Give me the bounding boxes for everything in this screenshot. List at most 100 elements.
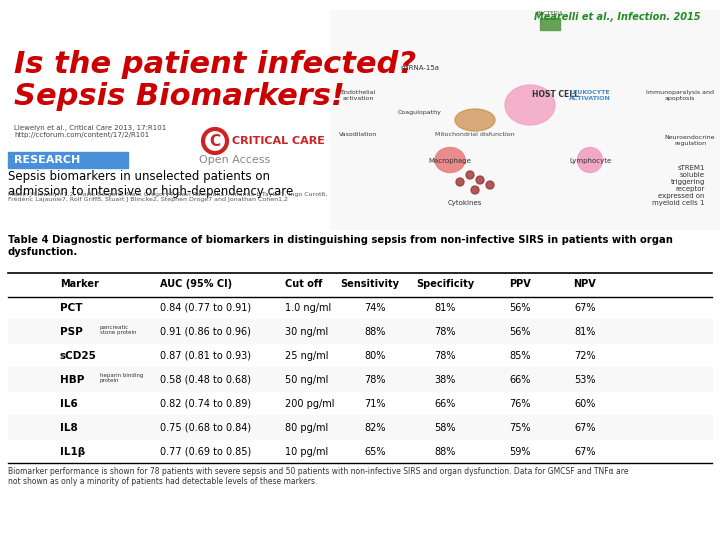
Ellipse shape xyxy=(577,147,603,172)
Text: Macrophage: Macrophage xyxy=(428,158,472,164)
Text: Is the patient infected?: Is the patient infected? xyxy=(14,50,416,79)
Text: Cut off: Cut off xyxy=(285,279,323,289)
Text: 66%: 66% xyxy=(509,375,531,385)
Text: AUC (95% CI): AUC (95% CI) xyxy=(160,279,232,289)
Circle shape xyxy=(476,176,484,184)
Text: PCT: PCT xyxy=(60,303,83,313)
Text: 10 pg/ml: 10 pg/ml xyxy=(285,447,328,457)
Text: 78%: 78% xyxy=(434,327,456,337)
Bar xyxy=(8,415,712,439)
Text: RESEARCH: RESEARCH xyxy=(14,155,80,165)
Text: 88%: 88% xyxy=(434,447,456,457)
Circle shape xyxy=(471,186,479,194)
Text: BACTERIA: BACTERIA xyxy=(536,11,563,16)
Text: 78%: 78% xyxy=(364,375,386,385)
Text: Open Access: Open Access xyxy=(199,155,270,165)
Text: CRITICAL CARE: CRITICAL CARE xyxy=(232,136,325,146)
Text: Table 4 Diagnostic performance of biomarkers in distinguishing sepsis from non-i: Table 4 Diagnostic performance of biomar… xyxy=(8,235,673,256)
Text: 81%: 81% xyxy=(434,303,456,313)
Text: NPV: NPV xyxy=(574,279,596,289)
Text: Immunoparalysis and
apoptosis: Immunoparalysis and apoptosis xyxy=(646,90,714,101)
Text: Sepsis Biomarkers!: Sepsis Biomarkers! xyxy=(14,82,345,111)
Text: heparin binding
protein: heparin binding protein xyxy=(100,373,143,383)
Ellipse shape xyxy=(455,109,495,131)
Bar xyxy=(8,319,712,343)
Text: Coagulopathy: Coagulopathy xyxy=(398,110,442,115)
Text: HBP: HBP xyxy=(60,375,84,385)
Text: Endothelial
activation: Endothelial activation xyxy=(341,90,376,101)
Text: 38%: 38% xyxy=(434,375,456,385)
Text: 80 pg/ml: 80 pg/ml xyxy=(285,423,328,433)
Bar xyxy=(330,10,720,230)
Text: 56%: 56% xyxy=(509,303,531,313)
Circle shape xyxy=(466,171,474,179)
Text: 67%: 67% xyxy=(575,447,595,457)
Text: Frédéric Lajaunie7, Rolf Griff8, Stuart J Blincke2, Stephen Droge7 and Jonathan : Frédéric Lajaunie7, Rolf Griff8, Stuart … xyxy=(8,197,288,202)
Text: 80%: 80% xyxy=(364,351,386,361)
Text: pancreatic
stone protein: pancreatic stone protein xyxy=(100,325,137,335)
Text: 67%: 67% xyxy=(575,423,595,433)
Text: 0.82 (0.74 to 0.89): 0.82 (0.74 to 0.89) xyxy=(160,399,251,409)
Text: Cytokines: Cytokines xyxy=(448,200,482,206)
Text: 25 ng/ml: 25 ng/ml xyxy=(285,351,328,361)
Text: 200 pg/ml: 200 pg/ml xyxy=(285,399,335,409)
Bar xyxy=(540,18,560,30)
Text: IL8: IL8 xyxy=(60,423,78,433)
Text: miRNA-15a: miRNA-15a xyxy=(400,65,439,71)
Text: sTREM1
soluble
triggering
receptor
expressed on
myeloid cells 1: sTREM1 soluble triggering receptor expre… xyxy=(652,165,705,206)
Text: 71%: 71% xyxy=(364,399,386,409)
Text: 65%: 65% xyxy=(364,447,386,457)
Text: 58%: 58% xyxy=(434,423,456,433)
Ellipse shape xyxy=(505,85,555,125)
Text: 59%: 59% xyxy=(509,447,531,457)
Text: 67%: 67% xyxy=(575,303,595,313)
Text: 0.87 (0.81 to 0.93): 0.87 (0.81 to 0.93) xyxy=(160,351,251,361)
Circle shape xyxy=(456,178,464,186)
Text: 50 ng/ml: 50 ng/ml xyxy=(285,375,328,385)
Text: 0.58 (0.48 to 0.68): 0.58 (0.48 to 0.68) xyxy=(160,375,251,385)
Text: 74%: 74% xyxy=(364,303,386,313)
Text: Martin J Llewelyn 1,2, Mario Berger3, Mark Gregory4, Ravi Ramaiah5, Amanda L Tay: Martin J Llewelyn 1,2, Mario Berger3, Ma… xyxy=(8,192,328,197)
Text: 66%: 66% xyxy=(434,399,456,409)
Text: 1.0 ng/ml: 1.0 ng/ml xyxy=(285,303,331,313)
Text: Biomarker performance is shown for 78 patients with severe sepsis and 50 patient: Biomarker performance is shown for 78 pa… xyxy=(8,467,629,487)
Text: 0.77 (0.69 to 0.85): 0.77 (0.69 to 0.85) xyxy=(160,447,251,457)
Text: 0.84 (0.77 to 0.91): 0.84 (0.77 to 0.91) xyxy=(160,303,251,313)
Text: LEUKOCYTE
ACTIVATION: LEUKOCYTE ACTIVATION xyxy=(569,90,611,101)
Text: 75%: 75% xyxy=(509,423,531,433)
Text: Neuroendocrine
regulation: Neuroendocrine regulation xyxy=(665,135,715,146)
Text: Marker: Marker xyxy=(60,279,99,289)
Text: Specificity: Specificity xyxy=(416,279,474,289)
Text: 60%: 60% xyxy=(575,399,595,409)
Text: 88%: 88% xyxy=(364,327,386,337)
Circle shape xyxy=(486,181,494,189)
Text: 30 ng/ml: 30 ng/ml xyxy=(285,327,328,337)
Text: 72%: 72% xyxy=(574,351,596,361)
Text: PPV: PPV xyxy=(509,279,531,289)
Ellipse shape xyxy=(435,147,465,172)
Text: sCD25: sCD25 xyxy=(60,351,97,361)
Text: HOST CELL: HOST CELL xyxy=(531,90,578,99)
Text: 76%: 76% xyxy=(509,399,531,409)
Text: Sensitivity: Sensitivity xyxy=(341,279,400,289)
Bar xyxy=(8,152,128,168)
Text: 78%: 78% xyxy=(434,351,456,361)
Text: 0.91 (0.86 to 0.96): 0.91 (0.86 to 0.96) xyxy=(160,327,251,337)
Text: Sepsis biomarkers in unselected patients on
admission to intensive or high-depen: Sepsis biomarkers in unselected patients… xyxy=(8,170,293,198)
Text: 56%: 56% xyxy=(509,327,531,337)
Text: Lymphocyte: Lymphocyte xyxy=(569,158,611,164)
Text: 53%: 53% xyxy=(575,375,595,385)
Bar xyxy=(8,367,712,391)
Text: Llewelyn et al., Critical Care 2013, 17:R101
http://ccforum.com/content/17/2/R10: Llewelyn et al., Critical Care 2013, 17:… xyxy=(14,125,166,138)
Text: Mitochondrial disfunction: Mitochondrial disfunction xyxy=(435,132,515,137)
Text: 85%: 85% xyxy=(509,351,531,361)
Text: 0.75 (0.68 to 0.84): 0.75 (0.68 to 0.84) xyxy=(160,423,251,433)
Text: PSP: PSP xyxy=(60,327,83,337)
Text: Mearelli et al., Infection. 2015: Mearelli et al., Infection. 2015 xyxy=(534,12,700,22)
Text: IL6: IL6 xyxy=(60,399,78,409)
Text: Vasodilation: Vasodilation xyxy=(339,132,377,137)
Text: C: C xyxy=(210,133,220,148)
Text: 82%: 82% xyxy=(364,423,386,433)
Text: IL1β: IL1β xyxy=(60,447,85,457)
Text: 81%: 81% xyxy=(575,327,595,337)
